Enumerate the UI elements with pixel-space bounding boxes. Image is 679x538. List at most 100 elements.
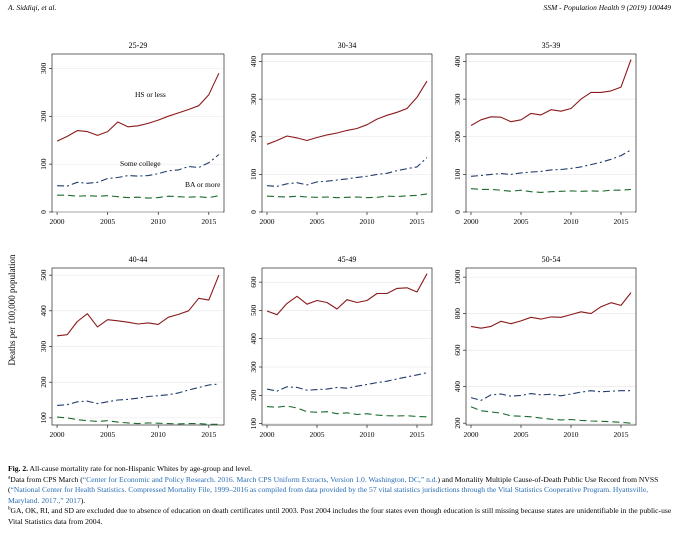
y-tick-label: 300 (249, 361, 258, 373)
x-tick-label: 2005 (310, 217, 325, 226)
note-a-reference-link-2[interactable]: “National Center for Health Statistics. … (8, 485, 649, 505)
series-line-ba (57, 194, 220, 199)
y-tick-label: 800 (453, 308, 462, 320)
x-tick-label: 2010 (564, 430, 579, 439)
running-header-authors: A. Siddiqi, et al. (8, 3, 57, 12)
x-tick-label: 2015 (614, 217, 629, 226)
series-line-ba (266, 193, 428, 199)
series-line-sc (57, 383, 219, 406)
chart-panels: 0 100 200 300 2000 2005 2010 2015 25-29 HS or les… (39, 41, 637, 439)
note-a-text-1: Data from CPS March ( (10, 474, 83, 484)
note-b-mark: b (8, 506, 11, 512)
panel-title: 50-54 (542, 255, 561, 264)
x-tick-label: 2000 (50, 217, 65, 226)
x-tick-label: 2005 (100, 217, 115, 226)
panel-30-34: 0 100 200 300 400 2000 2005 2010 2015 30-34 (249, 41, 433, 226)
y-tick-label: 300 (39, 341, 48, 353)
panel-frame (465, 53, 637, 213)
y-tick-label: 200 (453, 417, 462, 429)
x-tick-label: 2005 (514, 430, 529, 439)
panel-40-44: 100 200 300 400 500 2000 2005 2010 2015 40-44 (39, 255, 225, 439)
y-tick-label: 100 (249, 169, 258, 181)
x-tick-label: 2015 (201, 430, 216, 439)
x-tick-label: 2000 (464, 217, 479, 226)
y-tick-label: 400 (249, 56, 258, 68)
note-a-text-3: ). (80, 495, 86, 505)
panel-title: 25-29 (129, 41, 148, 50)
note-a-mark: a (8, 474, 11, 480)
y-tick-label: 200 (39, 376, 48, 388)
note-a-reference-link-1[interactable]: “Center for Economic and Policy Research… (82, 474, 438, 484)
series-annotation-sc: Some college (120, 159, 161, 168)
caption-note-a: aData from CPS March (“Center for Econom… (8, 475, 672, 507)
y-tick-label: 600 (453, 344, 462, 356)
y-tick-label: 0 (39, 210, 48, 214)
mortality-figure: 0 100 200 300 2000 2005 2010 2015 25-29 HS or les… (7, 41, 637, 439)
y-tick-label: 400 (249, 333, 258, 345)
y-tick-label: 400 (453, 56, 462, 68)
y-tick-label: 400 (453, 381, 462, 393)
y-tick-label: 200 (249, 389, 258, 401)
caption-title-line: Fig. 2. All-cause mortality rate for non… (8, 464, 672, 475)
caption-note-b: bGA, OK, RI, and SD are excluded due to … (8, 506, 672, 527)
y-tick-label: 100 (39, 158, 48, 170)
series-line-ba (470, 188, 632, 193)
series-line-hs (470, 59, 632, 126)
x-tick-label: 2015 (410, 217, 425, 226)
panel-title: 30-34 (338, 41, 357, 50)
series-line-ba (470, 406, 632, 424)
y-tick-label: 200 (39, 110, 48, 122)
series-annotation-hs: HS or less (135, 90, 166, 99)
x-tick-label: 2015 (201, 217, 216, 226)
x-tick-label: 2015 (410, 430, 425, 439)
series-line-ba (266, 405, 428, 418)
panel-frame (261, 267, 433, 426)
y-tick-label: 500 (249, 305, 258, 317)
series-line-sc (57, 154, 220, 187)
panel-title: 45-49 (338, 255, 357, 264)
x-tick-label: 2010 (151, 430, 166, 439)
panel-25-29: 0 100 200 300 2000 2005 2010 2015 25-29 HS or les… (39, 41, 225, 226)
note-b-text: GA, OK, RI, and SD are excluded due to a… (8, 506, 672, 526)
y-tick-label: 400 (39, 305, 48, 317)
x-tick-label: 2005 (514, 217, 529, 226)
series-line-hs (56, 72, 220, 142)
panel-45-49: 100 200 300 400 500 600 2000 2005 2010 2015 45-49 (249, 255, 433, 439)
x-tick-label: 2005 (100, 430, 115, 439)
x-tick-label: 2000 (50, 430, 65, 439)
y-tick-label: 200 (249, 131, 258, 143)
x-tick-label: 2010 (360, 430, 375, 439)
panel-title: 35-39 (542, 41, 561, 50)
series-line-hs (57, 274, 220, 337)
series-line-hs (266, 273, 428, 316)
panel-frame (261, 53, 433, 213)
y-tick-label: 300 (39, 62, 48, 74)
y-tick-label: 1000 (453, 269, 462, 284)
series-line-sc (266, 157, 428, 187)
panel-frame (465, 267, 637, 426)
x-tick-label: 2000 (464, 430, 479, 439)
y-tick-label: 600 (249, 276, 258, 288)
y-tick-label: 300 (453, 93, 462, 105)
panel-title: 40-44 (129, 255, 148, 264)
note-a-text-2: ) and Mortality Multiple Cause-of-Death … (8, 474, 659, 495)
series-annotation-ba: BA or more (185, 180, 221, 189)
panel-35-39: 0 100 200 300 400 2000 2005 2010 2015 35-39 (453, 41, 637, 226)
x-tick-label: 2010 (151, 217, 166, 226)
series-line-sc (470, 390, 631, 401)
x-tick-label: 2010 (360, 217, 375, 226)
x-tick-label: 2000 (260, 217, 275, 226)
running-header-journal: SSM - Population Health 9 (2019) 100449 (543, 3, 672, 12)
figure-y-axis-label: Deaths per 100,000 population (7, 254, 17, 365)
series-line-hs (470, 292, 632, 329)
y-tick-label: 300 (249, 93, 258, 105)
x-tick-label: 2000 (260, 430, 275, 439)
series-line-sc (266, 372, 428, 392)
y-tick-label: 500 (39, 269, 48, 281)
y-tick-label: 200 (453, 131, 462, 143)
y-tick-label: 100 (39, 412, 48, 424)
x-tick-label: 2015 (614, 430, 629, 439)
y-tick-label: 100 (249, 418, 258, 430)
x-tick-label: 2010 (564, 217, 579, 226)
y-tick-label: 100 (453, 169, 462, 181)
